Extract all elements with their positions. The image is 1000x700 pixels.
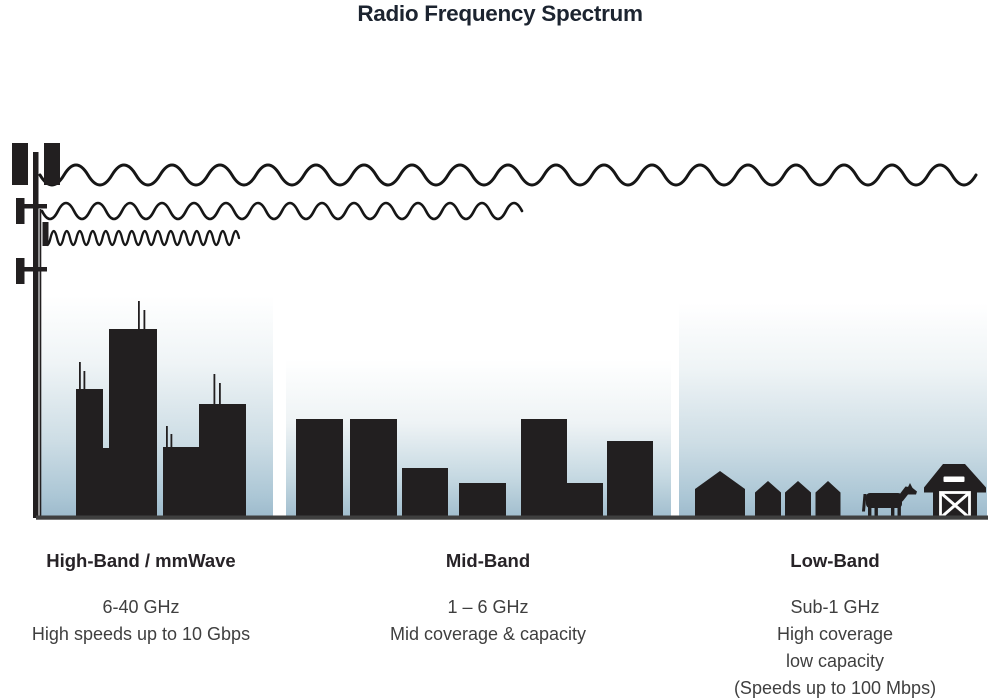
house-icon — [755, 481, 781, 518]
ground-line — [36, 515, 988, 520]
lowband-label: Low-Band — [790, 550, 880, 571]
highband-description: High speeds up to 10 Gbps — [31, 624, 251, 644]
lowband-capacity: low capacity — [785, 651, 885, 671]
lowband-speed: (Speeds up to 100 Mbps) — [733, 678, 937, 698]
city-skyline-icon — [76, 301, 246, 518]
highband-label: High-Band / mmWave — [46, 550, 236, 571]
highband-caption: High-Band / mmWave 6-40 GHz High speeds … — [11, 550, 271, 648]
highband-frequency: 6-40 GHz — [102, 597, 180, 617]
lowband-frequency: Sub-1 GHz — [790, 597, 880, 617]
lowband-caption: Low-Band Sub-1 GHz High coverage low cap… — [705, 550, 965, 700]
midband-description: Mid coverage & capacity — [389, 624, 587, 644]
midband-caption: Mid-Band 1 – 6 GHz Mid coverage & capaci… — [358, 550, 618, 648]
midband-label: Mid-Band — [445, 550, 531, 571]
cell-tower-icon — [12, 143, 60, 518]
barn-loft-window — [943, 476, 965, 482]
house-icon — [695, 471, 745, 518]
house-icon — [815, 481, 841, 518]
short-wavelength-wave-icon — [42, 229, 241, 247]
barn-crossbuck-door — [939, 491, 971, 520]
lowband-coverage: High coverage — [776, 624, 894, 644]
midband-frequency: 1 – 6 GHz — [447, 597, 529, 617]
page-title: Radio Frequency Spectrum — [357, 1, 643, 26]
house-icon — [785, 481, 811, 518]
spectrum-illustration — [12, 143, 988, 520]
radio-waves — [38, 163, 978, 247]
mid-wavelength-wave-icon — [40, 201, 524, 221]
town-buildings-icon — [296, 419, 653, 518]
long-wavelength-wave-icon — [38, 163, 978, 187]
cow-icon — [862, 483, 917, 518]
